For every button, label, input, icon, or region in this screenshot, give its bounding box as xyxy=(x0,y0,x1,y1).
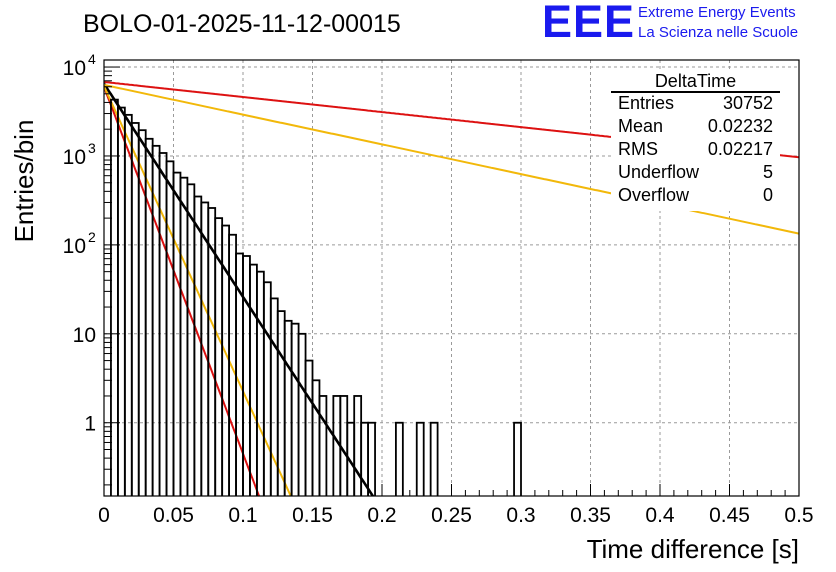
eee-logo: EEE Extreme Energy Events La Scienza nel… xyxy=(542,0,836,46)
x-tick-label: 0.35 xyxy=(570,504,611,527)
histogram-bin xyxy=(394,421,404,496)
x-tick-label: 0 xyxy=(98,504,110,527)
histogram-bin xyxy=(318,395,328,496)
histogram-bin xyxy=(513,421,522,496)
y-tick-exponent: 2 xyxy=(88,229,96,245)
histogram-bin xyxy=(262,281,272,496)
stats-row-underflow: Underflow 5 xyxy=(618,162,773,184)
histogram-bin xyxy=(117,106,126,496)
logo-mark: EEE xyxy=(542,0,636,47)
x-tick-label: 0.4 xyxy=(645,504,675,527)
stats-row-mean: Mean 0.02232 xyxy=(618,116,773,138)
stats-value: 5 xyxy=(762,162,773,182)
histogram-bin xyxy=(353,395,363,496)
histogram-bin xyxy=(255,270,265,496)
stats-key: Overflow xyxy=(618,185,690,205)
stats-value: 0.02217 xyxy=(707,139,773,159)
histogram-bin xyxy=(290,322,300,496)
x-tick-label: 0.45 xyxy=(709,504,750,527)
y-tick-label: 10 xyxy=(63,146,86,169)
histogram-bin xyxy=(297,332,307,496)
x-tick-label: 0.05 xyxy=(153,504,194,527)
histogram-bin xyxy=(179,176,189,496)
histogram-bin xyxy=(269,297,279,496)
y-tick-label: 10 xyxy=(63,57,86,80)
histogram-bin xyxy=(415,421,425,496)
histogram-bin xyxy=(249,263,258,496)
y-tick-exponent: 3 xyxy=(88,140,96,156)
stats-key: Entries xyxy=(618,93,675,113)
stats-divider xyxy=(611,91,780,93)
histogram-bin xyxy=(130,122,140,496)
histogram-bin xyxy=(367,421,376,496)
histogram-bin xyxy=(123,113,133,496)
histogram-bin xyxy=(311,379,321,496)
histogram-bin xyxy=(429,421,439,496)
logo-line-1: Extreme Energy Events xyxy=(638,4,796,21)
histogram-bin xyxy=(158,152,168,496)
stats-value: 0.02232 xyxy=(707,116,773,136)
histogram-bin xyxy=(165,160,175,496)
y-axis-label: Entries/bin xyxy=(9,120,39,243)
stats-key: Mean xyxy=(618,116,664,136)
histogram-bin xyxy=(186,183,196,496)
chart-title: BOLO-01-2025-11-12-00015 xyxy=(83,10,401,38)
stats-value: 0 xyxy=(762,185,773,205)
y-tick-label: 10 xyxy=(63,235,86,258)
histogram xyxy=(110,98,522,496)
x-axis-label: Time difference [s] xyxy=(587,534,799,564)
x-tick-label: 0.15 xyxy=(292,504,333,527)
x-tick-label: 0.5 xyxy=(784,504,813,527)
y-tick-exponent: 4 xyxy=(88,51,96,67)
stats-row-rms: RMS 0.02217 xyxy=(618,139,773,161)
histogram-bin xyxy=(172,171,182,496)
stats-title: DeltaTime xyxy=(654,71,737,91)
stats-row-overflow: Overflow 0 xyxy=(618,185,773,207)
histogram-bin xyxy=(283,319,293,496)
fit-curve xyxy=(104,86,261,496)
x-tick-label: 0.25 xyxy=(431,504,472,527)
x-tick-label: 0.3 xyxy=(506,504,535,527)
x-axis: 0 0.05 0.1 0.15 0.2 0.25 0.3 0.35 0.4 0.45 0.5 xyxy=(98,484,814,527)
histogram-bin xyxy=(304,359,314,496)
y-tick-label: 10 xyxy=(73,324,96,347)
histogram-bin xyxy=(332,395,342,496)
histogram-bin xyxy=(276,310,286,496)
x-tick-label: 0.2 xyxy=(367,504,396,527)
stats-row-entries: Entries 30752 xyxy=(618,93,773,115)
y-tick-label: 1 xyxy=(84,413,96,436)
stats-value: 30752 xyxy=(722,93,773,113)
histogram-bin xyxy=(193,195,203,496)
stats-box: DeltaTime Entries 30752 Mean 0.02232 RMS… xyxy=(611,71,780,211)
x-tick-label: 0.1 xyxy=(228,504,257,527)
stats-key: Underflow xyxy=(618,162,700,182)
stats-key: RMS xyxy=(618,139,658,159)
histogram-bin xyxy=(144,137,154,496)
fit-curve xyxy=(104,85,292,496)
logo-line-2: La Scienza nelle Scuole xyxy=(638,24,799,41)
